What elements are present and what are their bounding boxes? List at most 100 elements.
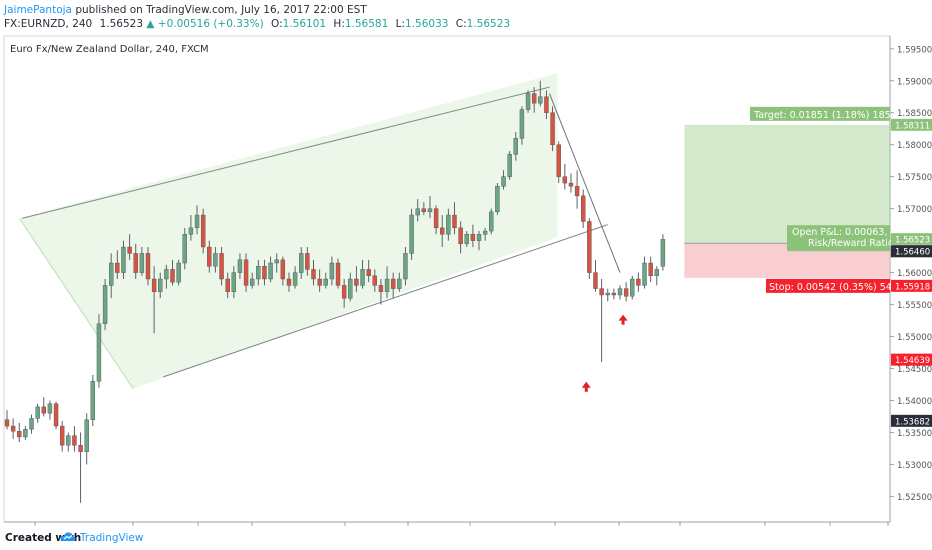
target-label-text: Target: 0.01851 (1.18%) 185.1, [753, 110, 903, 121]
high-label: H: [333, 18, 345, 30]
candle-body [501, 176, 506, 187]
candle-body [109, 262, 114, 286]
candle-body [421, 208, 427, 213]
y-tick-label: 1.53500 [897, 429, 932, 439]
target-label-box [750, 106, 890, 121]
candle-body [574, 186, 580, 197]
candle-body [249, 278, 255, 286]
author-link[interactable]: JaimePantoja [4, 4, 72, 16]
candle-body [194, 214, 200, 229]
candle-body [78, 445, 83, 452]
high-value: 1.56581 [344, 18, 389, 30]
low-value: 1.56033 [405, 18, 449, 30]
rr-label-text: Risk/Reward Ratio: [808, 238, 897, 249]
candle-body [188, 227, 194, 235]
candle-body [433, 208, 439, 229]
candles [4, 80, 666, 503]
candle-body [378, 285, 384, 292]
open-label: O: [271, 18, 283, 30]
candle-body [642, 262, 647, 286]
candle-body [66, 435, 71, 446]
candle-body [538, 96, 543, 104]
trend-line [549, 93, 621, 273]
candle-body [587, 221, 592, 273]
candle-body [231, 272, 237, 292]
candle-body [360, 269, 365, 286]
candle-body [599, 288, 604, 296]
candle-body [348, 278, 353, 299]
candle-body [29, 418, 34, 430]
candle-body [519, 109, 525, 139]
candle-body [630, 278, 635, 297]
price-axis-label-box [891, 353, 932, 366]
candle-body [286, 278, 292, 286]
candle-body [305, 253, 310, 270]
candle-body [268, 262, 273, 280]
candle-body [59, 425, 65, 446]
candle-body [84, 419, 89, 452]
price-axis-label-box [891, 245, 932, 258]
channel-upper-line [22, 86, 550, 219]
candle-body [495, 186, 500, 213]
candle-body [121, 246, 126, 273]
price-axis-label: 1.56460 [895, 248, 930, 258]
price-axis-label-box [891, 279, 932, 292]
candle-body [4, 419, 10, 427]
price-axis-label-box [891, 414, 932, 427]
candle-body [53, 403, 59, 427]
up-arrow-icon [581, 381, 591, 392]
y-tick-label: 1.53000 [897, 461, 932, 471]
candle-body [648, 262, 653, 277]
chart-title: Euro Fx/New Zealand Dollar, 240, FXCM [10, 44, 209, 55]
candle-body [151, 278, 157, 292]
candle-body [213, 253, 218, 267]
candle-body [262, 266, 267, 280]
candle-body [274, 259, 279, 264]
candle-body [170, 269, 175, 283]
candle-body [550, 112, 555, 145]
candle-body [427, 208, 433, 213]
publish-info: published on TradingView.com, July 16, 2… [75, 4, 367, 16]
pnl-label-box [787, 225, 890, 252]
candle-body [182, 234, 187, 264]
candle-body [623, 288, 629, 297]
candle-body [47, 403, 53, 414]
candle-body [323, 278, 328, 286]
candle-body [403, 253, 408, 280]
y-tick-label: 1.58500 [897, 109, 932, 119]
quote-header: FX:EURNZD, 240 1.56523 ▲ +0.00516 (+0.33… [4, 18, 510, 30]
candle-body [158, 278, 163, 292]
candle-body [581, 195, 586, 222]
candle-body [476, 234, 482, 241]
y-tick-label: 1.58000 [897, 141, 932, 151]
candle-body [280, 259, 286, 280]
y-tick-label: 1.52500 [897, 493, 932, 503]
candle-body [617, 288, 623, 296]
candle-body [127, 246, 132, 254]
candle-body [513, 138, 518, 155]
candle-body [292, 272, 298, 286]
last-price: 1.56523 [99, 18, 144, 30]
tradingview-brand[interactable]: TradingView [80, 532, 144, 544]
candle-body [243, 259, 249, 286]
up-arrow-icon [618, 314, 628, 325]
y-tick-label: 1.54000 [897, 397, 932, 407]
price-change: +0.00516 (+0.33%) [157, 18, 264, 30]
stop-label-text: Stop: 0.00542 (0.35%) 54.2, [769, 282, 904, 293]
open-value: 1.56101 [282, 18, 327, 30]
pnl-label-text: Open P&L: 0.00063, Qty [792, 227, 908, 238]
price-axis-label: 1.56523 [895, 236, 930, 246]
y-tick-label: 1.57500 [897, 173, 932, 183]
candle-body [452, 214, 457, 229]
candle-body [562, 176, 568, 184]
up-arrow-icon: ▲ [146, 18, 155, 30]
candle-body [568, 182, 574, 187]
candle-body [489, 211, 494, 232]
candle-body [96, 323, 102, 382]
price-axis-label: 1.55918 [895, 282, 930, 292]
channel-lower-line [163, 224, 608, 378]
candle-body [200, 214, 206, 248]
candle-body [446, 214, 451, 235]
